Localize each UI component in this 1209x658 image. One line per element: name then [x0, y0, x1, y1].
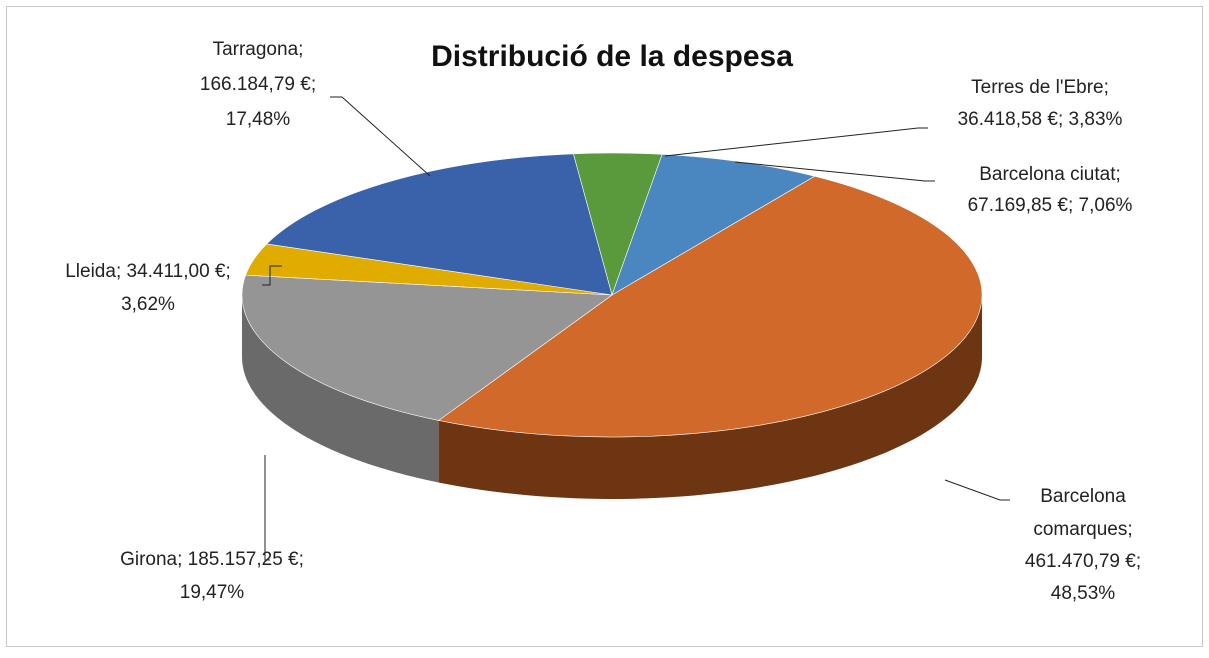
label-part: 17,48% [226, 109, 291, 130]
label-part: 48,53% [1051, 583, 1116, 604]
data-label: 48,53% [1051, 583, 1116, 604]
data-label: 461.470,79 €; [1025, 551, 1141, 572]
data-label: 3,62% [121, 294, 175, 315]
leader-line [664, 127, 928, 157]
label-part: ; [299, 549, 304, 570]
label-part: Girona [120, 549, 177, 570]
leader-line [264, 455, 270, 561]
label-part: 166.184,79 € [200, 74, 311, 95]
data-label: Tarragona; [213, 39, 304, 60]
label-part: 185.157,25 € [188, 549, 299, 570]
label-part: ; [1068, 195, 1079, 216]
label-part: 3,83% [1069, 109, 1123, 130]
label-part: Tarragona [213, 39, 299, 60]
label-part: 34.411,00 € [127, 261, 226, 282]
data-label: 19,47% [180, 582, 245, 603]
chart-title: Distribució de la despesa [431, 40, 793, 73]
data-label: Barcelona [1040, 486, 1126, 507]
label-part: ; [1058, 109, 1069, 130]
slice [611, 153, 816, 296]
data-label: Girona; 185.157,25 €; [120, 549, 304, 570]
leader-line [262, 265, 282, 286]
data-label: 36.418,58 €; 3,83% [958, 109, 1123, 130]
label-part: ; [311, 74, 316, 95]
leader-line [734, 161, 935, 182]
label-part: 36.418,58 € [958, 109, 1059, 130]
data-label: comarques; [1033, 519, 1132, 540]
data-label: 166.184,79 €; [200, 74, 316, 95]
label-part: ; [1104, 77, 1109, 98]
label-part: ; [1115, 164, 1120, 185]
slice-side [438, 295, 982, 499]
label-part: Lleida [65, 261, 116, 282]
data-label: 17,48% [226, 109, 291, 130]
data-label: Lleida; 34.411,00 €; [65, 261, 231, 282]
label-part: Barcelona ciutat [979, 164, 1116, 185]
slice [437, 175, 983, 438]
label-part: 7,06% [1079, 195, 1133, 216]
label-part: ; [225, 261, 230, 282]
data-label: 67.169,85 €; 7,06% [968, 195, 1133, 216]
label-part: ; [1136, 551, 1141, 572]
label-part: 3,62% [121, 294, 175, 315]
label-part: ; [177, 549, 188, 570]
label-part: ; [298, 39, 303, 60]
label-part: 67.169,85 € [968, 195, 1069, 216]
slice [266, 153, 613, 296]
slice [241, 274, 613, 421]
leader-line [330, 96, 431, 177]
label-part: ; [116, 261, 127, 282]
leader-line [944, 479, 1010, 501]
slice-side [242, 295, 439, 483]
data-label: Terres de l'Ebre; [971, 77, 1109, 98]
data-label: Barcelona ciutat; [979, 164, 1121, 185]
label-part: Terres de l'Ebre [971, 77, 1103, 98]
label-part: 19,47% [180, 582, 245, 603]
label-part: 461.470,79 € [1025, 551, 1136, 572]
